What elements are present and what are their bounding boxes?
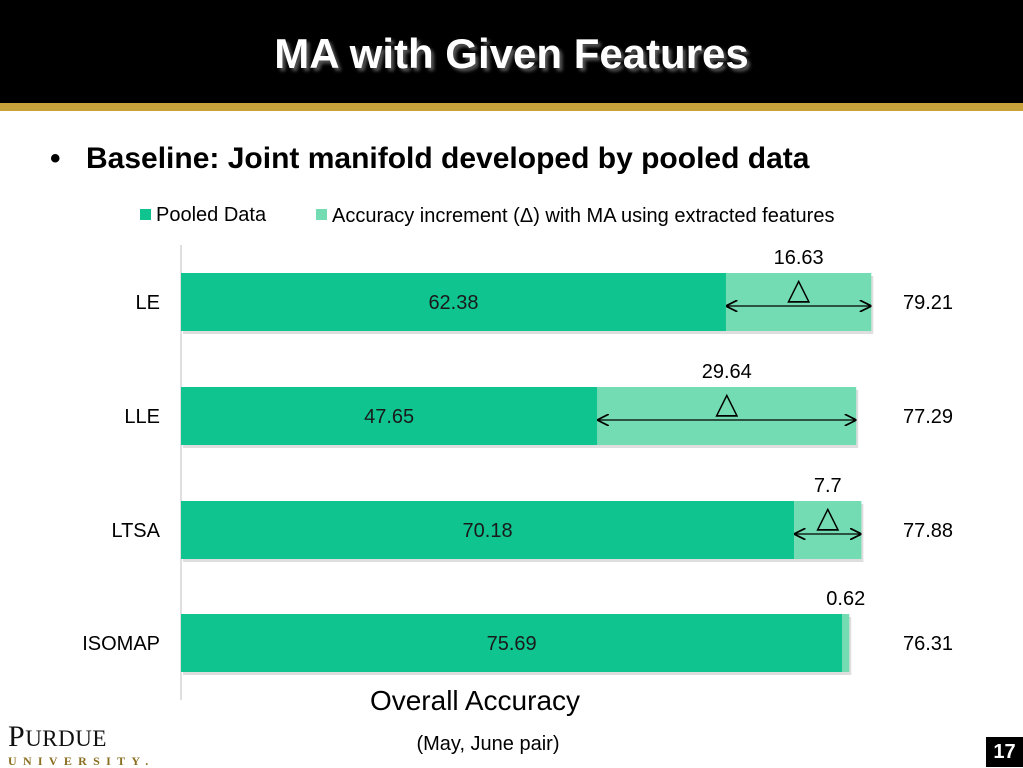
increment-value-label-lle: 29.64 <box>702 361 752 383</box>
legend-swatch-increment <box>316 209 327 220</box>
legend-swatch-pooled <box>140 209 151 220</box>
logo-cap: P <box>8 720 26 753</box>
slide-number: 17 <box>986 737 1023 767</box>
bullet-point: • Baseline: Joint manifold developed by p… <box>50 142 809 176</box>
increment-value-label-ltsa: 7.7 <box>814 475 842 497</box>
purdue-logo: PURDUE UNIVERSITY. <box>8 722 155 768</box>
chart-legend: Pooled Data Accuracy increment (Δ) with … <box>140 204 834 227</box>
slide-title: MA with Given Features <box>274 30 749 77</box>
x-axis-label: Overall Accuracy <box>370 685 580 716</box>
category-label-le: LE <box>136 292 160 314</box>
bar-increment-isomap <box>842 614 850 672</box>
pooled-value-label-le: 62.38 <box>428 292 478 314</box>
category-label-ltsa: LTSA <box>111 520 160 542</box>
delta-symbol-ltsa: △ <box>816 501 839 534</box>
total-value-label-le: 79.21 <box>903 292 953 314</box>
pooled-value-label-ltsa: 70.18 <box>463 520 513 542</box>
delta-symbol-le: △ <box>787 273 810 306</box>
increment-value-label-le: 16.63 <box>774 247 824 269</box>
logo-wordmark: PURDUE <box>8 722 155 754</box>
bar-pooled-ltsa <box>181 501 795 559</box>
logo-rest: URDUE <box>25 726 107 751</box>
legend-label-pooled: Pooled Data <box>156 204 267 226</box>
legend-label-increment: Accuracy increment (Δ) with MA using ext… <box>332 205 834 227</box>
logo-university: UNIVERSITY. <box>8 754 155 768</box>
bullet-dot: • <box>50 142 61 175</box>
chart-plot-area: LE 62.38 79.21 16.63 △ LLE 47.65 77.29 29.64 △ LTS… <box>82 247 953 675</box>
header-gold-stripe <box>0 103 1023 111</box>
total-value-label-lle: 77.29 <box>903 406 953 428</box>
bar-pooled-lle <box>181 387 598 445</box>
bar-pooled-isomap <box>181 614 843 672</box>
category-label-lle: LLE <box>124 406 160 428</box>
delta-symbol-lle: △ <box>715 387 738 420</box>
pooled-value-label-lle: 47.65 <box>364 406 414 428</box>
chart-subtitle: (May, June pair) <box>416 733 559 755</box>
bar-pooled-le <box>181 273 726 331</box>
bullet-text: Baseline: Joint manifold developed by po… <box>86 142 810 175</box>
pooled-value-label-isomap: 75.69 <box>487 633 537 655</box>
slide-header <box>0 0 1023 103</box>
category-label-isomap: ISOMAP <box>82 633 160 655</box>
increment-value-label-isomap: 0.62 <box>826 588 865 610</box>
total-value-label-ltsa: 77.88 <box>903 520 953 542</box>
total-value-label-isomap: 76.31 <box>903 633 953 655</box>
